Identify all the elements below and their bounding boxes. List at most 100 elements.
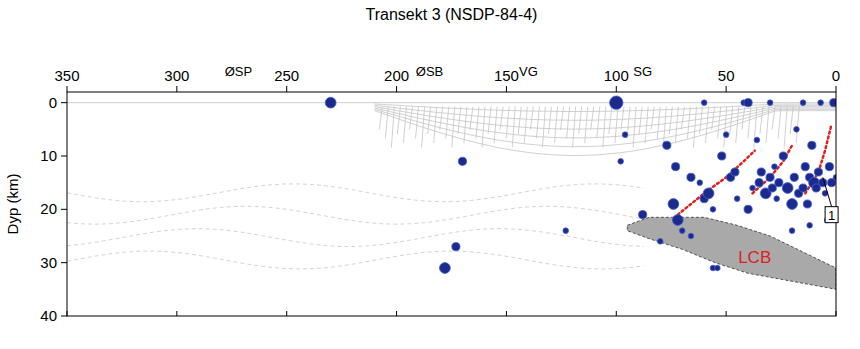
fault-trace [579, 107, 582, 134]
x-tick-label: 250 [274, 67, 299, 84]
hypocenter [452, 243, 460, 251]
label-box [825, 207, 838, 223]
fault-trace [385, 107, 388, 139]
pointer [823, 177, 832, 206]
fault-trace [391, 107, 394, 148]
fault-trace [428, 107, 431, 134]
title: Transekt 3 (NSDP-84-4) [366, 6, 538, 23]
x-tick-label: 350 [54, 67, 79, 84]
y-tick [61, 156, 67, 157]
fault-trace [591, 107, 594, 130]
x-tick [836, 86, 837, 92]
hypocenter [772, 164, 778, 170]
hypocenter [787, 199, 798, 210]
chart: 350300250200150100500010203040Transekt 3… [0, 0, 860, 349]
hypocenter [789, 228, 795, 234]
fault-trace [464, 107, 467, 143]
fault-trace [687, 107, 690, 139]
hypocenter [697, 180, 703, 186]
fault-trace [452, 107, 455, 148]
fault-trace [379, 107, 382, 130]
x-tick [506, 311, 507, 316]
hypocenter [663, 141, 671, 149]
fault-trace [397, 107, 400, 134]
reflector [67, 251, 644, 269]
fault-trace [573, 107, 576, 148]
x-tick [67, 311, 68, 316]
hypocenter [723, 132, 729, 138]
hypocenter [657, 239, 663, 245]
fault-trace [567, 107, 570, 139]
hypocenter [814, 168, 822, 176]
fault-trace [651, 107, 654, 130]
fault-trace [657, 107, 660, 139]
hypocenter [754, 137, 760, 143]
fault-trace [766, 107, 769, 143]
hypocenter [679, 228, 685, 234]
hypocenter [803, 200, 811, 208]
hypocenter [794, 127, 800, 133]
fault-trace [403, 107, 406, 143]
fault-trace [681, 107, 684, 130]
reflector [67, 206, 644, 224]
y-tick [61, 102, 67, 103]
y-tick-label: 10 [40, 147, 57, 164]
hypocenter [668, 199, 679, 210]
fault-trace [645, 107, 648, 143]
hypocenter [799, 184, 807, 192]
hypocenter [782, 183, 793, 194]
y-tick-label: 40 [40, 307, 57, 324]
fault-trace [603, 107, 606, 148]
plot-area [67, 96, 836, 289]
hypocenter [701, 100, 707, 106]
hypocenter [779, 152, 787, 160]
hypocenter [718, 152, 726, 160]
hypocenter [618, 159, 624, 165]
fault-trace [416, 107, 419, 139]
hypocenter [325, 97, 336, 108]
y-tick-label: 20 [40, 200, 57, 217]
y-axis-title: Dyp (km) [4, 174, 21, 235]
fault-trace [772, 107, 775, 130]
x-tick [176, 311, 177, 316]
hypocenter [750, 185, 756, 191]
fault-trace [778, 107, 781, 139]
fault-trace [742, 107, 745, 130]
deep-reflectors [67, 184, 644, 269]
y-tick [61, 316, 67, 317]
hypocenter [734, 196, 740, 202]
fault-trace [440, 107, 443, 130]
region-label: LCB [738, 248, 771, 267]
hypocenter [808, 141, 816, 149]
fault-trace [639, 107, 642, 134]
x-tick [506, 86, 507, 92]
reflector [67, 184, 644, 202]
hypocenter [622, 132, 628, 138]
x-tick [396, 311, 397, 316]
y-tick-label: 0 [49, 94, 57, 111]
frame [67, 92, 836, 316]
fault-trace [536, 107, 539, 139]
fault-trace [736, 107, 739, 143]
fault-trace [524, 107, 527, 143]
hypocenter [757, 168, 765, 176]
fault-line [678, 151, 755, 215]
hypocenter [672, 215, 683, 226]
fault-trace [730, 107, 733, 134]
x-tick [616, 311, 617, 316]
fault-trace [530, 107, 533, 130]
fault-trace [760, 107, 763, 134]
x-tick-label: 100 [604, 67, 629, 84]
fault-trace [796, 107, 799, 143]
fault-trace [548, 107, 551, 134]
fault-trace [790, 107, 793, 134]
fault-trace [706, 107, 709, 143]
hypocenter [825, 163, 833, 171]
fault-trace [700, 107, 703, 134]
hypocenter [775, 179, 783, 187]
fault-trace [500, 107, 503, 130]
x-tick [67, 86, 68, 92]
fault-trace [784, 107, 787, 148]
hypocenter [703, 188, 714, 199]
fault-trace [712, 107, 715, 130]
